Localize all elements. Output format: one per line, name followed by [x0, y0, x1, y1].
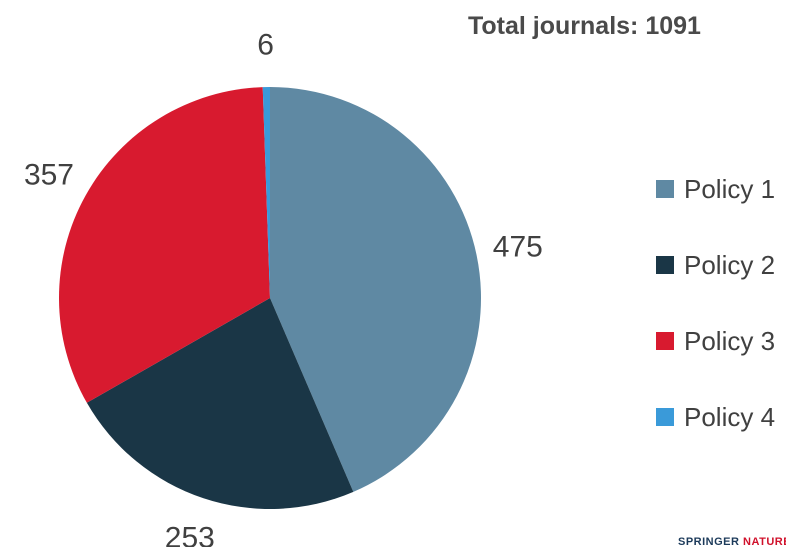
data-label-policy-3: 357 [24, 158, 74, 191]
data-label-policy-1: 475 [493, 230, 543, 263]
legend-item-policy-3: Policy 3 [656, 322, 775, 360]
pie-slice-policy-1 [270, 87, 481, 492]
legend-label-policy-4: Policy 4 [684, 401, 776, 432]
chart-legend: Policy 1 Policy 2 Policy 3 Policy 4 [656, 170, 775, 436]
pie-slices [58, 87, 481, 509]
pie-slice-policy-3 [58, 87, 270, 403]
logo-text-springer: SPRINGER [678, 536, 740, 548]
pie-slice-policy-4 [262, 87, 270, 298]
legend-item-policy-4: Policy 4 [656, 398, 775, 436]
legend-swatch-policy-4 [656, 408, 674, 426]
pie-slice-policy-2 [86, 298, 354, 509]
logo-text-nature: NATURE [739, 536, 786, 548]
data-label-policy-4: 6 [257, 29, 274, 62]
chart-title-total-journals: Total journals: 1091 [468, 12, 701, 40]
legend-swatch-policy-3 [656, 332, 674, 350]
legend-label-policy-2: Policy 2 [684, 249, 776, 280]
pie-data-labels: 475 253 357 6 [24, 29, 543, 547]
legend-item-policy-1: Policy 1 [656, 170, 775, 208]
legend-label-policy-1: Policy 1 [684, 173, 776, 204]
legend-swatch-policy-1 [656, 180, 674, 198]
legend-swatch-policy-2 [656, 256, 674, 274]
data-label-policy-2: 253 [165, 521, 215, 547]
legend-item-policy-2: Policy 2 [656, 246, 775, 284]
legend-label-policy-3: Policy 3 [684, 325, 776, 356]
springer-nature-logo: SPRINGER NATURE [678, 536, 786, 548]
